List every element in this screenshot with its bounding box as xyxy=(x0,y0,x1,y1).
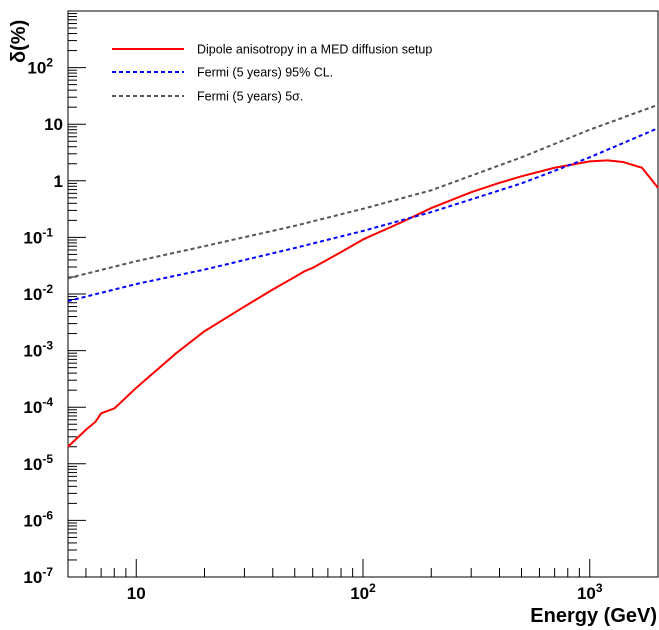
y-tick-label: 10-2 xyxy=(23,282,53,304)
y-axis-title: δ(%) xyxy=(8,20,30,63)
y-tick-label: 10-1 xyxy=(23,225,53,247)
series-line-2 xyxy=(67,103,659,280)
legend-label-dipole: Dipole anisotropy in a MED diffusion set… xyxy=(197,43,432,57)
series-line-0 xyxy=(67,159,659,448)
axis-tick-labels: 10 102 103 10-7 10-6 10-5 10-4 10-3 10-2 10-1 1 10 1… xyxy=(23,56,602,603)
y-tick-label: 10-6 xyxy=(23,508,53,530)
y-tick-label: 10-5 xyxy=(23,452,53,474)
series-layer xyxy=(67,103,659,448)
x-tick-label: 10 xyxy=(127,584,146,603)
x-tick-label: 103 xyxy=(577,581,603,603)
y-tick-label: 1 xyxy=(54,172,63,191)
y-tick-label: 10-7 xyxy=(23,565,53,587)
legend-label-fermi-95: Fermi (5 years) 95% CL. xyxy=(197,66,333,80)
y-tick-label: 10-4 xyxy=(23,395,53,417)
legend-label-fermi-5sigma: Fermi (5 years) 5σ. xyxy=(197,90,303,104)
y-tick-label: 10 xyxy=(44,115,63,134)
legend: Dipole anisotropy in a MED diffusion set… xyxy=(112,43,432,104)
x-tick-label: 102 xyxy=(350,581,376,603)
y-tick-label: 102 xyxy=(27,56,53,78)
axis-ticks xyxy=(67,10,659,578)
series-line-1 xyxy=(67,127,659,303)
y-tick-label: 10-3 xyxy=(23,339,53,361)
x-axis-title: Energy (GeV) xyxy=(530,605,657,627)
